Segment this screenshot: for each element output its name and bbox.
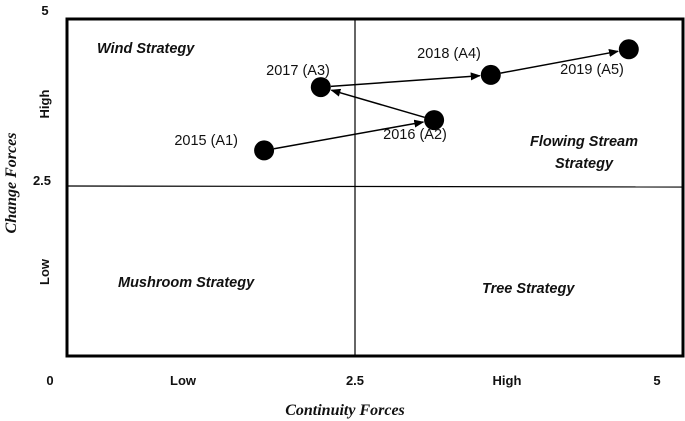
y-tick-low: Low: [37, 258, 52, 285]
trajectory-arrow-2017-2018: [330, 72, 481, 88]
y-tick-mid: 2.5: [33, 173, 51, 188]
trajectory-arrow-2018-2019: [500, 49, 619, 74]
point-label-2015: 2015 (A1): [174, 133, 238, 149]
point-label-2017: 2017 (A3): [266, 63, 330, 79]
point-2015-a1: [254, 140, 275, 161]
quadrant-label-tree: Tree Strategy: [482, 281, 575, 297]
trajectory-arrow-2016-2017: [330, 88, 425, 119]
point-2019-a5: [618, 39, 639, 60]
quadrant-label-flowing-stream-2: Strategy: [555, 156, 614, 172]
x-tick-low: Low: [170, 373, 197, 388]
y-tick-high: High: [37, 90, 52, 119]
y-tick-top: 5: [41, 3, 48, 18]
point-2018-a4: [480, 64, 501, 85]
y-axis-title: Change Forces: [3, 133, 20, 234]
plot-frame: [65, 17, 685, 358]
x-tick-start: 0: [46, 373, 53, 388]
point-label-2016: 2016 (A2): [383, 127, 447, 143]
quadrant-label-flowing-stream: Flowing Stream: [530, 134, 638, 150]
point-2016-a2: [424, 110, 445, 131]
trajectory-arrow-2015-2016: [273, 119, 425, 150]
point-label-2019: 2019 (A5): [560, 62, 624, 78]
x-tick-high: High: [493, 373, 522, 388]
horizontal-divider: [66, 185, 684, 188]
point-label-2018: 2018 (A4): [417, 46, 481, 62]
x-tick-end: 5: [653, 373, 660, 388]
x-tick-mid: 2.5: [346, 373, 364, 388]
point-2017-a3: [310, 77, 331, 98]
x-axis-title: Continuity Forces: [285, 402, 405, 419]
quadrant-label-wind: Wind Strategy: [97, 41, 195, 57]
quadrant-label-mushroom: Mushroom Strategy: [118, 275, 255, 291]
